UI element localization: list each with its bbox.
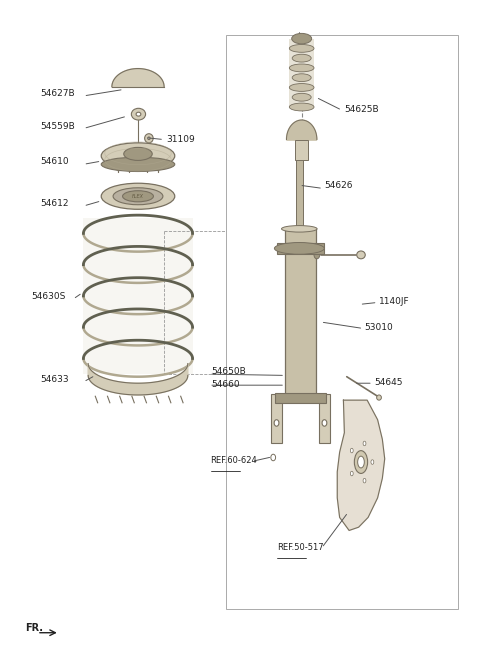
Ellipse shape	[292, 34, 312, 44]
Ellipse shape	[148, 137, 150, 139]
Ellipse shape	[113, 188, 163, 205]
FancyBboxPatch shape	[276, 243, 324, 254]
Text: 54633: 54633	[40, 375, 69, 384]
Ellipse shape	[314, 251, 320, 259]
Text: 54630S: 54630S	[31, 292, 66, 301]
Ellipse shape	[350, 448, 353, 453]
Ellipse shape	[274, 420, 279, 426]
Text: 54645: 54645	[374, 378, 402, 387]
Ellipse shape	[289, 103, 314, 111]
Ellipse shape	[289, 83, 314, 91]
Polygon shape	[112, 68, 164, 87]
Text: 53010: 53010	[364, 323, 393, 332]
Ellipse shape	[281, 225, 317, 232]
Ellipse shape	[292, 55, 311, 62]
Ellipse shape	[101, 143, 175, 169]
Ellipse shape	[322, 420, 327, 426]
FancyBboxPatch shape	[271, 394, 282, 443]
Ellipse shape	[354, 451, 368, 474]
Text: 54650B: 54650B	[212, 367, 246, 376]
FancyBboxPatch shape	[295, 139, 308, 160]
FancyBboxPatch shape	[84, 217, 192, 374]
Text: 1140JF: 1140JF	[379, 298, 409, 306]
Text: 54612: 54612	[40, 199, 68, 208]
Text: 54559B: 54559B	[40, 122, 74, 131]
Ellipse shape	[371, 460, 374, 464]
Ellipse shape	[275, 242, 324, 254]
Ellipse shape	[132, 108, 145, 120]
Ellipse shape	[292, 93, 311, 101]
Ellipse shape	[136, 112, 141, 116]
Polygon shape	[337, 400, 384, 530]
Text: FLEX: FLEX	[132, 194, 144, 199]
Ellipse shape	[358, 456, 364, 468]
Ellipse shape	[101, 183, 175, 210]
Text: 54626: 54626	[324, 181, 353, 191]
Ellipse shape	[350, 471, 353, 476]
Polygon shape	[88, 364, 188, 395]
Ellipse shape	[124, 147, 152, 160]
Text: 54610: 54610	[40, 157, 69, 166]
Ellipse shape	[377, 395, 382, 400]
FancyBboxPatch shape	[296, 160, 303, 238]
Ellipse shape	[122, 191, 154, 202]
FancyBboxPatch shape	[285, 227, 316, 397]
Ellipse shape	[271, 454, 276, 461]
Text: REF.60-624: REF.60-624	[211, 457, 257, 465]
Ellipse shape	[144, 134, 153, 143]
Text: REF.50-517: REF.50-517	[277, 543, 324, 552]
Ellipse shape	[363, 478, 366, 483]
Ellipse shape	[101, 157, 175, 171]
Ellipse shape	[363, 442, 366, 445]
FancyBboxPatch shape	[275, 393, 326, 403]
Ellipse shape	[357, 251, 365, 259]
Polygon shape	[287, 120, 317, 139]
Ellipse shape	[292, 74, 311, 81]
FancyBboxPatch shape	[319, 394, 330, 443]
Text: FR.: FR.	[25, 623, 44, 633]
Text: 54660: 54660	[212, 380, 240, 389]
Ellipse shape	[289, 64, 314, 72]
Text: 54627B: 54627B	[40, 89, 74, 98]
FancyBboxPatch shape	[289, 39, 314, 107]
Text: 31109: 31109	[167, 135, 195, 143]
Text: 54625B: 54625B	[344, 105, 379, 114]
Ellipse shape	[289, 45, 314, 53]
